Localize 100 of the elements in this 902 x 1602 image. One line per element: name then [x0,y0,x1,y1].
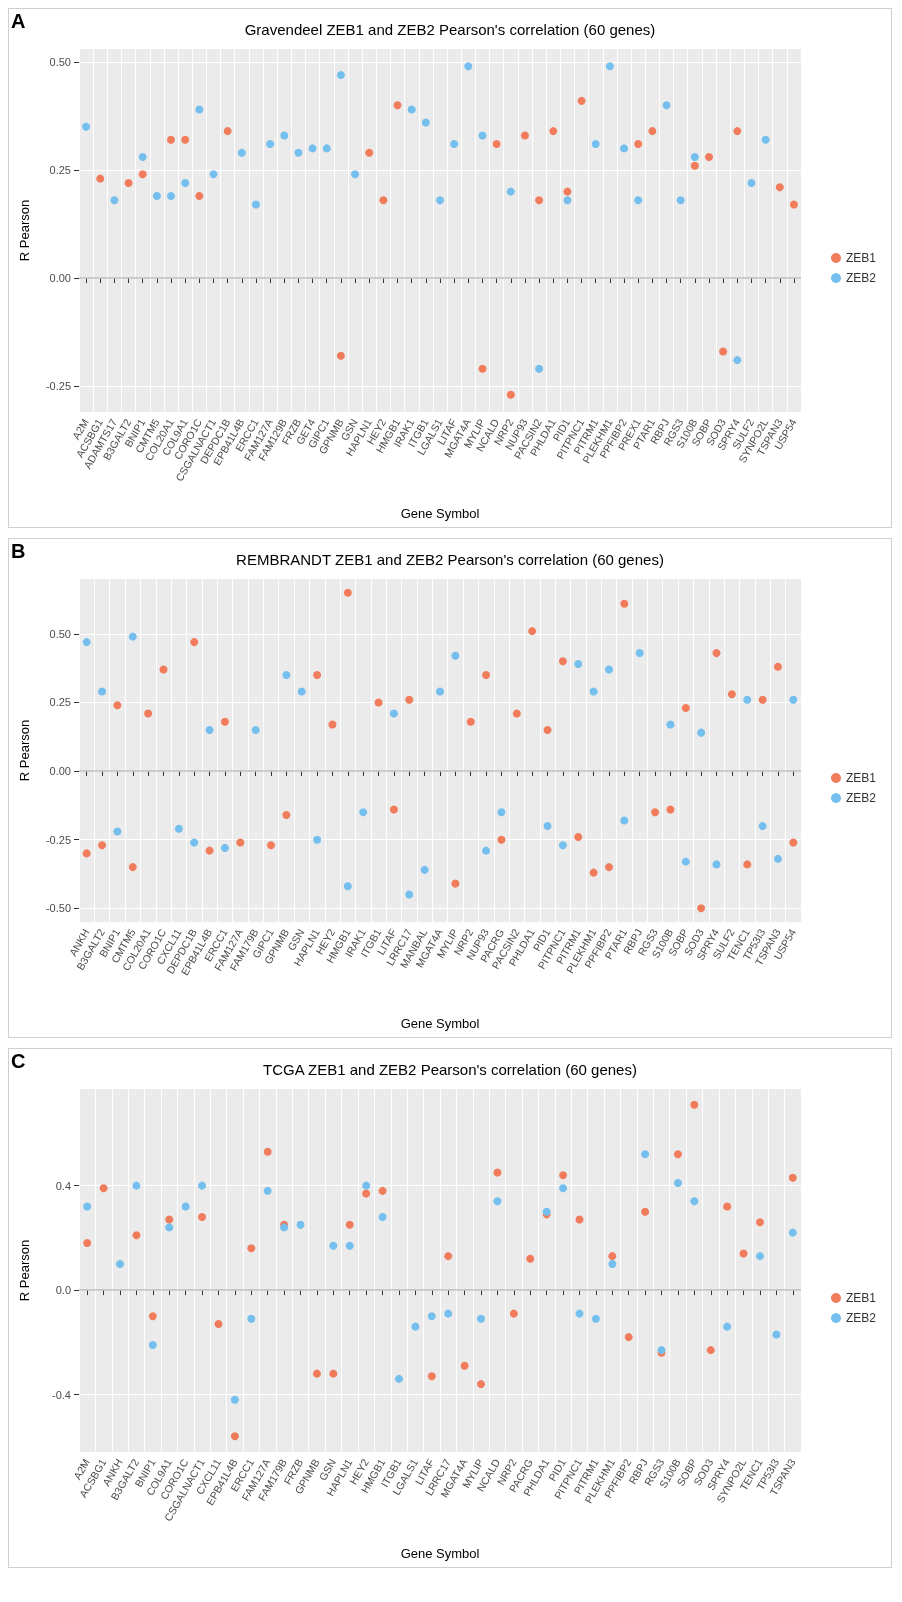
point [673,1179,682,1188]
y-tick-label: 0.25 [49,164,71,176]
point [195,191,204,200]
point [758,821,767,830]
point [733,356,742,365]
text: A [11,10,26,32]
x-axis-title: Gene Symbol [400,1546,480,1561]
point [96,174,105,183]
point [389,709,398,718]
point [379,196,388,205]
chart-title: REMBRANDT ZEB1 and ZEB2 Pearson's correlation (60 genes) [236,551,664,568]
point [236,838,245,847]
point [362,1189,371,1198]
point [336,351,345,360]
point [666,805,675,814]
text: C [11,1050,26,1072]
point [559,1171,568,1180]
point [251,200,260,209]
point [743,860,752,869]
point [482,671,491,680]
point [478,131,487,140]
point [577,96,586,105]
point [267,841,276,850]
point [773,662,782,671]
y-axis-title: R Pearson [17,199,32,262]
point [436,196,444,205]
point [477,1380,486,1389]
point [128,863,137,872]
point [159,665,168,674]
point [148,1340,157,1349]
point [690,1197,699,1206]
point [789,838,798,847]
point [138,170,147,179]
point [296,1220,305,1229]
point [743,695,752,704]
point [733,127,742,136]
point [466,717,475,726]
y-tick-label: 0.4 [55,1179,71,1192]
y-tick-label: 0.00 [49,272,71,285]
point [124,178,133,187]
point [641,1207,650,1216]
point [223,127,232,136]
point [681,857,690,866]
point [704,153,713,162]
point [308,144,317,153]
point [690,161,699,170]
point [634,140,643,149]
point [329,1241,338,1250]
point [575,1309,584,1318]
point [263,1147,272,1156]
chart-title: TCGA ZEB1 and ZEB2 Pearson's correlation (60 genes) [263,1061,637,1078]
x-axis-title: Gene Symbol [400,506,480,521]
point [393,101,402,110]
point [775,183,784,192]
point [559,1184,568,1193]
point [651,808,660,817]
point [389,805,398,814]
point [575,1215,584,1224]
point [98,687,107,696]
point [411,1322,420,1331]
point [82,849,91,858]
point [788,1228,797,1237]
point [591,1314,600,1323]
point [336,70,345,79]
point [405,890,414,899]
y-tick-label: -0.4 [52,1388,71,1401]
point [747,178,756,187]
point [132,1181,141,1190]
point [460,1361,469,1370]
point [82,122,91,131]
point [407,105,416,114]
point [345,1220,354,1229]
point [365,148,374,157]
point [165,1215,174,1224]
point [605,62,614,71]
point [755,1252,764,1261]
point [378,1212,387,1221]
point [83,1202,92,1211]
point [205,846,214,855]
point [181,178,190,187]
y-tick-label: 0.0 [55,1284,71,1297]
point [280,131,289,140]
point [205,725,214,734]
point [230,1432,239,1441]
point [493,1197,502,1206]
point [113,701,122,710]
point [312,1369,321,1378]
point [167,135,176,144]
point [563,196,572,205]
point [620,599,629,608]
point [359,808,368,817]
point [526,1254,535,1263]
point [758,695,767,704]
point [739,1249,748,1258]
point [712,649,721,658]
point [788,1173,797,1182]
point [608,1252,617,1261]
point [512,709,521,718]
point [351,170,360,179]
point [574,832,583,841]
